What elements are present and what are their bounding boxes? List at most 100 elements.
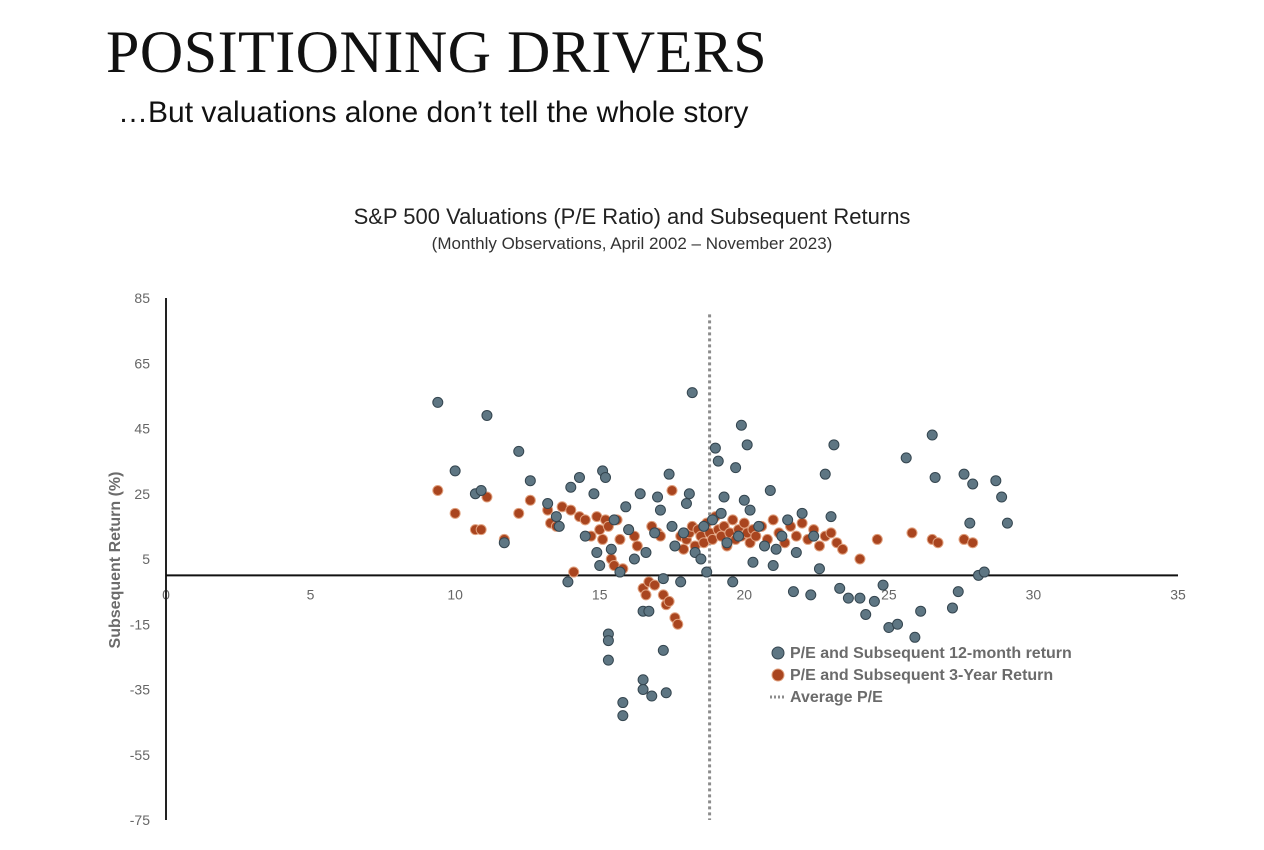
point-12-month-return bbox=[588, 488, 600, 500]
point-3-year-return bbox=[727, 514, 739, 526]
point-12-month-return bbox=[623, 524, 635, 536]
point-12-month-return bbox=[808, 530, 820, 542]
point-3-year-return bbox=[906, 527, 918, 539]
point-12-month-return bbox=[718, 491, 730, 503]
point-3-year-return bbox=[432, 484, 444, 496]
point-12-month-return bbox=[860, 608, 872, 620]
point-12-month-return bbox=[686, 387, 698, 399]
slide-subtitle: …But valuations alone don’t tell the who… bbox=[118, 96, 749, 129]
point-3-year-return bbox=[796, 517, 808, 529]
point-12-month-return bbox=[776, 530, 788, 542]
chart-title: S&P 500 Valuations (P/E Ratio) and Subse… bbox=[353, 204, 911, 229]
legend-label: P/E and Subsequent 3-Year Return bbox=[790, 667, 1053, 684]
point-3-year-return bbox=[813, 540, 825, 552]
point-12-month-return bbox=[599, 471, 611, 483]
point-12-month-return bbox=[721, 537, 733, 549]
point-12-month-return bbox=[683, 488, 695, 500]
slide-title: POSITIONING DRIVERS bbox=[106, 19, 768, 85]
point-3-year-return bbox=[825, 527, 837, 539]
point-3-year-return bbox=[967, 537, 979, 549]
chart-legend: P/E and Subsequent 12-month return P/E an… bbox=[770, 645, 1072, 706]
y-tick-label: 25 bbox=[134, 486, 150, 502]
point-12-month-return bbox=[605, 543, 617, 555]
point-12-month-return bbox=[640, 546, 652, 558]
point-3-year-return bbox=[738, 517, 750, 529]
y-tick-label: 45 bbox=[134, 421, 150, 437]
point-12-month-return bbox=[735, 419, 747, 431]
point-12-month-return bbox=[654, 504, 666, 516]
y-axis-label: Subsequent Return (%) bbox=[107, 472, 124, 649]
point-3-year-return bbox=[513, 507, 525, 519]
point-12-month-return bbox=[698, 520, 710, 532]
point-12-month-return bbox=[628, 553, 640, 565]
point-12-month-return bbox=[614, 566, 626, 578]
point-12-month-return bbox=[652, 491, 664, 503]
point-12-month-return bbox=[813, 563, 825, 575]
point-3-year-return bbox=[524, 494, 536, 506]
point-12-month-return bbox=[579, 530, 591, 542]
point-3-year-return bbox=[750, 530, 762, 542]
chart-subtitle: (Monthly Observations, April 2002 – Nove… bbox=[431, 234, 833, 253]
point-12-month-return bbox=[669, 540, 681, 552]
legend-marker-12-month bbox=[771, 646, 785, 660]
point-12-month-return bbox=[591, 546, 603, 558]
point-12-month-return bbox=[617, 697, 629, 709]
point-12-month-return bbox=[498, 537, 510, 549]
point-12-month-return bbox=[964, 517, 976, 529]
point-12-month-return bbox=[900, 452, 912, 464]
y-tick-label: -75 bbox=[130, 812, 150, 828]
point-12-month-return bbox=[706, 514, 718, 526]
point-12-month-return bbox=[753, 520, 765, 532]
point-12-month-return bbox=[602, 635, 614, 647]
point-3-year-return bbox=[640, 589, 652, 601]
point-12-month-return bbox=[782, 514, 794, 526]
point-12-month-return bbox=[562, 576, 574, 588]
point-12-month-return bbox=[620, 501, 632, 513]
point-12-month-return bbox=[952, 586, 964, 598]
point-12-month-return bbox=[741, 439, 753, 451]
point-12-month-return bbox=[542, 498, 554, 510]
point-12-month-return bbox=[617, 710, 629, 722]
x-tick-label: 25 bbox=[881, 586, 897, 602]
point-3-year-return bbox=[932, 537, 944, 549]
point-12-month-return bbox=[675, 576, 687, 588]
point-12-month-return bbox=[909, 631, 921, 643]
point-12-month-return bbox=[805, 589, 817, 601]
point-12-month-return bbox=[834, 582, 846, 594]
point-3-year-return bbox=[614, 533, 626, 545]
point-12-month-return bbox=[767, 560, 779, 572]
point-12-month-return bbox=[892, 618, 904, 630]
point-12-month-return bbox=[594, 560, 606, 572]
point-12-month-return bbox=[825, 511, 837, 523]
point-3-year-return bbox=[568, 566, 580, 578]
point-3-year-return bbox=[475, 524, 487, 536]
series-12-month-return bbox=[432, 387, 1013, 722]
point-12-month-return bbox=[877, 579, 889, 591]
point-3-year-return bbox=[666, 484, 678, 496]
point-12-month-return bbox=[790, 546, 802, 558]
point-12-month-return bbox=[946, 602, 958, 614]
x-tick-label: 10 bbox=[447, 586, 463, 602]
point-12-month-return bbox=[958, 468, 970, 480]
point-3-year-return bbox=[672, 618, 684, 630]
point-12-month-return bbox=[738, 494, 750, 506]
point-3-year-return bbox=[837, 543, 849, 555]
point-12-month-return bbox=[637, 674, 649, 686]
x-tick-label: 30 bbox=[1026, 586, 1042, 602]
legend-label: P/E and Subsequent 12-month return bbox=[790, 645, 1072, 662]
legend-label: Average P/E bbox=[790, 689, 883, 706]
point-12-month-return bbox=[915, 605, 927, 617]
point-12-month-return bbox=[565, 481, 577, 493]
point-12-month-return bbox=[727, 576, 739, 588]
point-12-month-return bbox=[553, 520, 565, 532]
point-3-year-return bbox=[631, 540, 643, 552]
point-3-year-return bbox=[790, 530, 802, 542]
point-12-month-return bbox=[695, 553, 707, 565]
point-12-month-return bbox=[929, 471, 941, 483]
point-12-month-return bbox=[926, 429, 938, 441]
x-tick-label: 5 bbox=[307, 586, 315, 602]
point-12-month-return bbox=[573, 471, 585, 483]
point-3-year-return bbox=[597, 533, 609, 545]
point-12-month-return bbox=[701, 566, 713, 578]
